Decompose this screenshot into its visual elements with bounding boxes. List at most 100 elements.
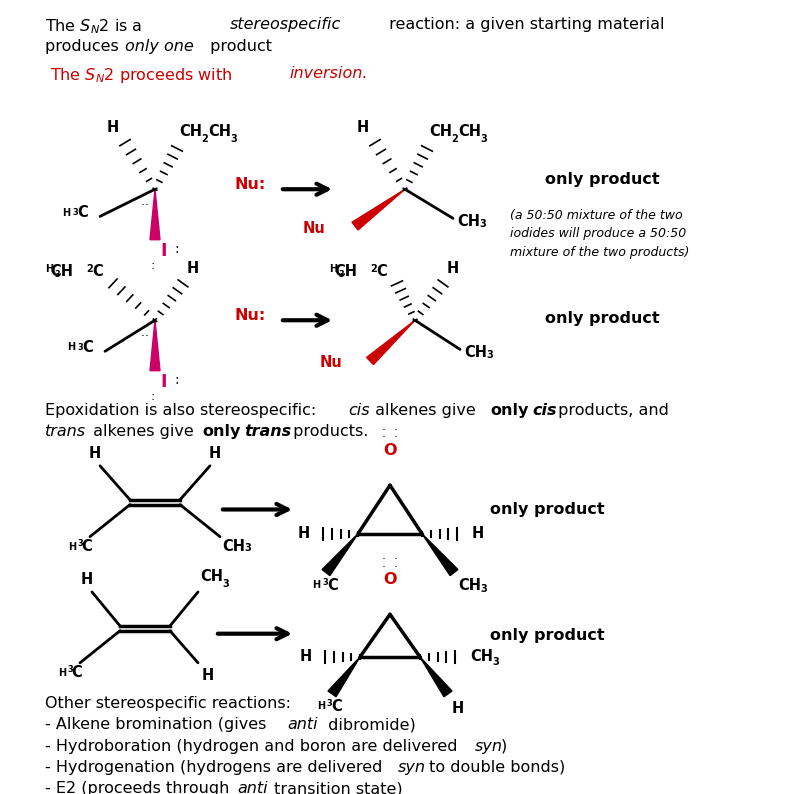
Text: 3: 3 xyxy=(486,350,493,360)
Text: C: C xyxy=(376,264,387,279)
Text: :: : xyxy=(174,241,178,256)
Text: stereospecific: stereospecific xyxy=(230,17,342,33)
Text: H: H xyxy=(202,668,214,683)
Text: only product: only product xyxy=(545,310,660,326)
Text: H: H xyxy=(357,120,369,135)
Text: dibromide): dibromide) xyxy=(323,717,416,732)
Text: H: H xyxy=(298,526,310,542)
Text: 3: 3 xyxy=(322,578,328,588)
Text: to double bonds): to double bonds) xyxy=(424,760,566,775)
Text: only: only xyxy=(202,424,240,439)
Text: H: H xyxy=(81,572,93,587)
Text: Nu:: Nu: xyxy=(235,177,266,192)
Text: syn: syn xyxy=(398,760,426,775)
Text: ·​·: ·​· xyxy=(141,330,149,343)
Text: mixture of the two products): mixture of the two products) xyxy=(510,245,690,259)
Text: - Hydroboration (hydrogen and boron are delivered: - Hydroboration (hydrogen and boron are … xyxy=(45,738,462,754)
Text: only product: only product xyxy=(490,502,605,517)
Text: - Hydrogenation (hydrogens are delivered: - Hydrogenation (hydrogens are delivered xyxy=(45,760,387,775)
Polygon shape xyxy=(322,534,358,576)
Polygon shape xyxy=(422,534,458,576)
Text: C: C xyxy=(78,205,88,220)
Text: :: : xyxy=(151,259,155,272)
Text: (a 50:50 mixture of the two: (a 50:50 mixture of the two xyxy=(510,209,682,222)
Text: H: H xyxy=(447,260,459,276)
Polygon shape xyxy=(420,657,452,697)
Text: trans: trans xyxy=(244,424,291,439)
Text: ·  ·: · · xyxy=(382,553,398,566)
Text: Nu:: Nu: xyxy=(235,308,266,323)
Text: C: C xyxy=(82,538,92,553)
Text: CH: CH xyxy=(334,264,357,279)
Text: H: H xyxy=(89,446,101,461)
Text: CH: CH xyxy=(179,124,202,139)
Polygon shape xyxy=(150,320,160,371)
Text: cis: cis xyxy=(532,403,557,418)
Text: 3: 3 xyxy=(480,133,486,144)
Text: anti: anti xyxy=(287,717,318,732)
Text: - E2 (proceeds through: - E2 (proceeds through xyxy=(45,781,234,794)
Text: The $S_N$2 proceeds with: The $S_N$2 proceeds with xyxy=(50,66,234,85)
Text: C: C xyxy=(327,578,338,593)
Text: transition state): transition state) xyxy=(269,781,402,794)
Text: Other stereospecific reactions:: Other stereospecific reactions: xyxy=(45,696,291,711)
Text: iodides will produce a 50:50: iodides will produce a 50:50 xyxy=(510,227,686,240)
Text: ): ) xyxy=(501,738,507,754)
Text: H: H xyxy=(62,207,70,218)
Text: 3: 3 xyxy=(222,579,229,589)
Text: 3: 3 xyxy=(244,543,250,553)
Text: H: H xyxy=(472,526,484,542)
Text: products.: products. xyxy=(288,424,368,439)
Text: :: : xyxy=(151,390,155,403)
Text: ·​·: ·​· xyxy=(141,199,149,212)
Text: O: O xyxy=(383,443,397,458)
Text: CH: CH xyxy=(429,124,452,139)
Polygon shape xyxy=(328,657,360,697)
Text: CH: CH xyxy=(470,649,493,665)
Text: H: H xyxy=(187,260,199,276)
Text: H: H xyxy=(58,668,66,677)
Text: only product: only product xyxy=(545,172,660,187)
Text: Nu: Nu xyxy=(302,221,325,236)
Text: H: H xyxy=(68,542,76,552)
Text: CH: CH xyxy=(458,124,481,139)
Text: 2: 2 xyxy=(451,133,458,144)
Text: CH: CH xyxy=(208,124,231,139)
Text: H: H xyxy=(329,264,337,274)
Text: CH: CH xyxy=(50,264,73,279)
Text: 3: 3 xyxy=(480,584,486,594)
Polygon shape xyxy=(352,189,405,230)
Text: only: only xyxy=(490,403,528,418)
Text: cis: cis xyxy=(348,403,370,418)
Text: C: C xyxy=(92,264,103,279)
Text: ·  ·: · · xyxy=(382,431,398,445)
Polygon shape xyxy=(366,320,415,364)
Text: H: H xyxy=(300,649,312,665)
Text: anti: anti xyxy=(237,781,268,794)
Text: ·  ·: · · xyxy=(382,561,398,573)
Text: 2: 2 xyxy=(86,264,93,274)
Text: The $S_N$2 is a: The $S_N$2 is a xyxy=(45,17,144,37)
Text: 3: 3 xyxy=(67,665,73,674)
Text: produces: produces xyxy=(45,39,124,54)
Text: CH: CH xyxy=(458,578,481,593)
Text: CH: CH xyxy=(200,569,223,584)
Text: 3: 3 xyxy=(326,699,332,707)
Text: reaction: a given starting material: reaction: a given starting material xyxy=(384,17,665,33)
Text: 3: 3 xyxy=(54,269,60,279)
Text: :: : xyxy=(174,372,178,387)
Text: only product: only product xyxy=(490,628,605,643)
Text: O: O xyxy=(383,572,397,587)
Text: H: H xyxy=(209,446,221,461)
Text: H: H xyxy=(317,700,325,711)
Text: inversion.: inversion. xyxy=(289,66,367,81)
Text: product: product xyxy=(205,39,272,54)
Text: alkenes give: alkenes give xyxy=(88,424,199,439)
Text: 3: 3 xyxy=(78,343,83,352)
Text: 2: 2 xyxy=(370,264,377,274)
Text: products, and: products, and xyxy=(553,403,669,418)
Text: I: I xyxy=(160,372,166,391)
Text: 3: 3 xyxy=(479,219,486,229)
Text: only one: only one xyxy=(125,39,194,54)
Text: C: C xyxy=(82,340,93,355)
